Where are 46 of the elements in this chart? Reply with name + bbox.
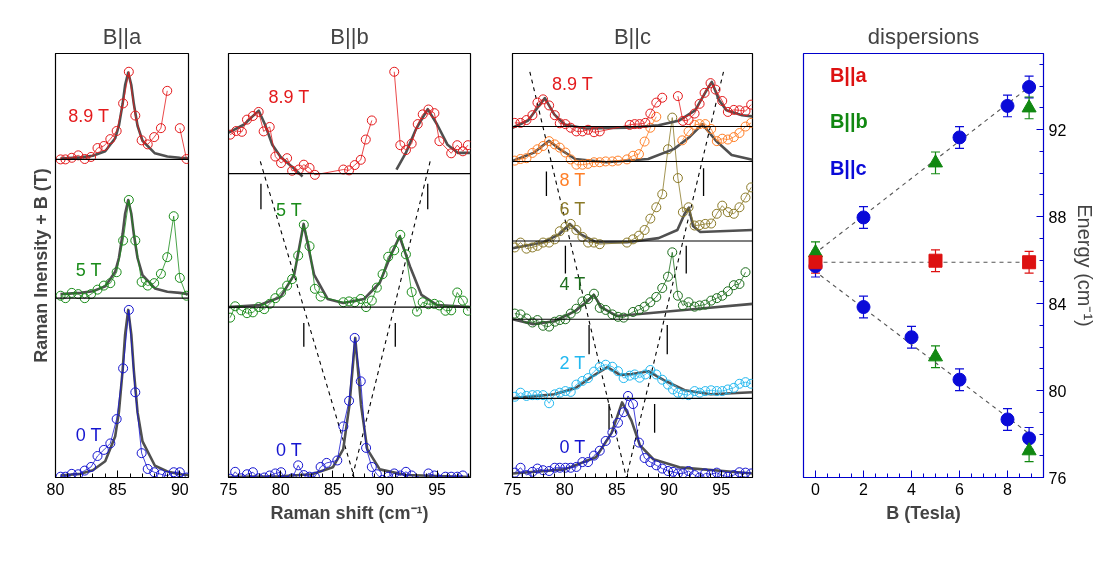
x-tick-label: 80 [46,480,65,498]
series-label: 0 T [75,424,102,445]
x-tick-label: 75 [219,480,238,498]
chart-title: B||a [102,23,142,49]
chart-title: B||c [613,23,652,49]
y-tick-label: 76 [1048,469,1067,487]
series-label: 6 T [559,198,586,219]
series-label: 4 T [559,273,586,294]
chart-title: dispersions [867,23,980,49]
x-tick-label: 85 [323,480,342,498]
x-tick-label: 2 [859,480,869,498]
x-tick-label: 4 [907,480,917,498]
y-tick-label: 88 [1048,208,1067,226]
x-tick-label: 6 [955,480,965,498]
y-tick-label: 84 [1048,295,1067,313]
x-tick-label: 0 [811,480,821,498]
x-tick-label: 85 [108,480,127,498]
y-tick-label: 80 [1048,382,1067,400]
y-tick-label: 92 [1048,121,1067,139]
x-tick-label: 75 [503,480,522,498]
series-label: 2 T [559,353,586,374]
series-label: 5 T [276,199,302,220]
series-label: 0 T [559,436,586,457]
x-axis-title: Raman shift (cm⁻¹) [270,502,429,523]
x-tick-label: 90 [376,480,394,498]
x-tick-label: 95 [428,480,447,498]
series-label: 8.9 T [68,105,109,126]
series-label: 8.9 T [551,74,593,95]
x-tick-label: 80 [271,480,290,498]
y-axis-title: Raman Inensity + B (T) [30,168,51,363]
x-tick-label: 90 [170,480,189,498]
x-tick-label: 80 [555,480,574,498]
x-tick-label: 90 [660,480,679,498]
chart-title: B||b [330,23,369,49]
series-label: 0 T [276,440,302,461]
series-label: 8 T [559,169,586,190]
text: B||b [829,110,868,133]
series-label: 5 T [75,260,102,281]
y-axis-title: Energy (cm⁻¹) [1074,204,1097,327]
x-axis-title: B (Tesla) [886,502,961,523]
x-tick-label: 85 [607,480,626,498]
x-tick-label: 95 [712,480,731,498]
series-label: B||c [829,156,867,179]
series-label: 8.9 T [268,86,310,107]
x-tick-label: 8 [1003,480,1013,498]
text: B||a [829,63,868,86]
